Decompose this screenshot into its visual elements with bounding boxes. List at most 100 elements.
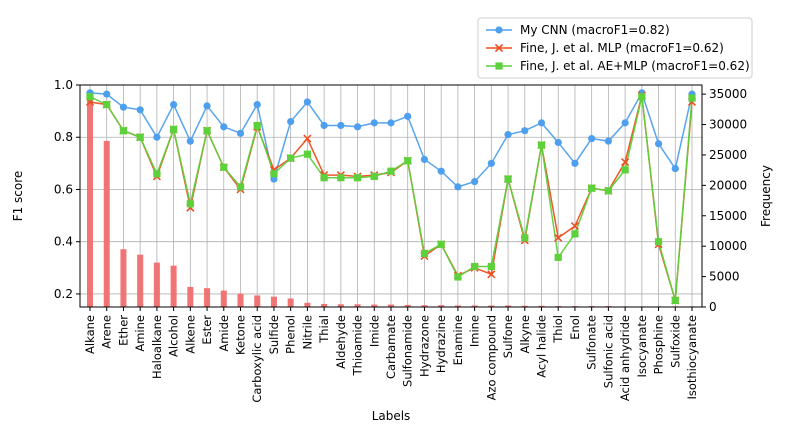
frequency-bar [321, 303, 328, 307]
frequency-bar [170, 265, 177, 307]
x-tick-label: Hydrazine [434, 315, 448, 373]
series-point [571, 159, 579, 167]
series-point [303, 98, 311, 106]
frequency-bar [521, 305, 528, 307]
series-point [554, 233, 563, 242]
x-tick-label: Thiol [551, 315, 565, 344]
series-point [236, 183, 245, 191]
series-point [437, 240, 445, 248]
x-tick-label: Phenol [284, 315, 298, 354]
grid-lines [80, 84, 702, 307]
y-axis-right-label: Frequency [759, 165, 773, 227]
marker-stroke [621, 157, 630, 167]
series-point [153, 170, 161, 178]
legend-box [477, 17, 753, 79]
series-point [153, 133, 161, 141]
legend-label: Fine, J. et al. MLP (macroF1=0.62) [520, 41, 724, 55]
series-point [494, 43, 504, 53]
x-tick-label: Carboxylic acid [250, 315, 264, 403]
series-point [487, 159, 495, 167]
series-point [537, 141, 546, 149]
frequency-bar [153, 262, 160, 307]
series-point [504, 131, 512, 139]
series-point [170, 100, 178, 109]
series-point [454, 183, 462, 191]
series-point [495, 62, 503, 70]
series-point [287, 117, 295, 126]
series-point [588, 134, 596, 143]
frequency-bar [137, 254, 144, 307]
series-point [220, 163, 228, 171]
series-point [487, 262, 495, 271]
x-tick-label: Isothiocyanate [685, 315, 699, 400]
series-point [387, 167, 395, 175]
x-tick-label: Imine [468, 315, 482, 347]
series-point [119, 127, 128, 135]
series-point [638, 93, 646, 101]
series-point [621, 119, 629, 127]
series-point [671, 164, 679, 173]
x-tick-label: Azo compound [484, 315, 498, 400]
y-right-tick-label: 10000 [709, 239, 747, 253]
frequency-bar [204, 288, 211, 307]
marker-stroke [494, 43, 504, 53]
x-tick-label: Acid anhydride [618, 315, 632, 401]
y-right-tick-label: 30000 [709, 118, 747, 132]
frequency-bar [371, 304, 378, 307]
y-tick-label: 0.8 [54, 130, 73, 144]
legend: My CNN (macroF1=0.82) Fine, J. et al. MLP… [477, 17, 753, 79]
series-point [570, 221, 580, 231]
y-right-tick-label: 25000 [709, 148, 747, 162]
series-point [571, 230, 579, 238]
frequency-bar [454, 305, 461, 307]
series-point [471, 262, 479, 271]
marker-stroke [487, 270, 496, 279]
x-tick-label: Phosphine [652, 315, 666, 374]
frequency-bar [471, 305, 478, 307]
frequency-bar [488, 305, 495, 307]
legend-label: Fine, J. et al. AE+MLP (macroF1=0.62) [520, 59, 750, 73]
series-point [437, 167, 445, 175]
legend-label: My CNN (macroF1=0.82) [520, 23, 670, 37]
left-axis: 0.2 0.4 0.6 0.8 1.0 [54, 78, 80, 301]
series-point [270, 170, 278, 178]
x-tick-label: Haloalkane [150, 315, 164, 379]
series-point [287, 154, 295, 162]
series-point [136, 133, 144, 141]
series-point [621, 157, 630, 167]
x-tick-label: Alkane [83, 315, 97, 354]
frequency-bars [86, 94, 696, 307]
series-point [186, 137, 194, 145]
y-right-tick-label: 0 [709, 300, 717, 314]
series-markers [85, 89, 697, 305]
frequency-bar [421, 305, 428, 307]
series-point [671, 296, 679, 305]
series-point [303, 134, 312, 143]
series-point [170, 125, 178, 133]
x-tick-label: Ether [116, 315, 130, 346]
series-point [136, 106, 144, 114]
series-point [454, 273, 462, 281]
frequency-bar [187, 286, 194, 307]
x-tick-label: Nitrile [300, 315, 314, 350]
series-point [353, 174, 362, 182]
series-point [103, 100, 111, 109]
series-point [236, 129, 245, 137]
right-axis: 0 5000 10000 15000 20000 25000 30000 35000 [702, 87, 747, 314]
series-point [387, 119, 395, 127]
frequency-bar [505, 305, 512, 307]
x-tick-label: Alkene [183, 315, 197, 354]
x-tick-label: Amine [133, 315, 147, 352]
frequency-bar [86, 94, 94, 307]
x-tick-label: Sulfonamide [401, 315, 415, 387]
frequency-bar [387, 304, 395, 307]
frequency-bar [270, 296, 277, 307]
series-point [220, 123, 228, 131]
series-point [370, 172, 378, 181]
series-point [521, 234, 529, 242]
x-axis-label: Labels [372, 409, 411, 423]
x-tick-label: Sulfonic acid [601, 315, 615, 388]
frequency-bar [438, 305, 445, 307]
series-point [554, 138, 562, 147]
